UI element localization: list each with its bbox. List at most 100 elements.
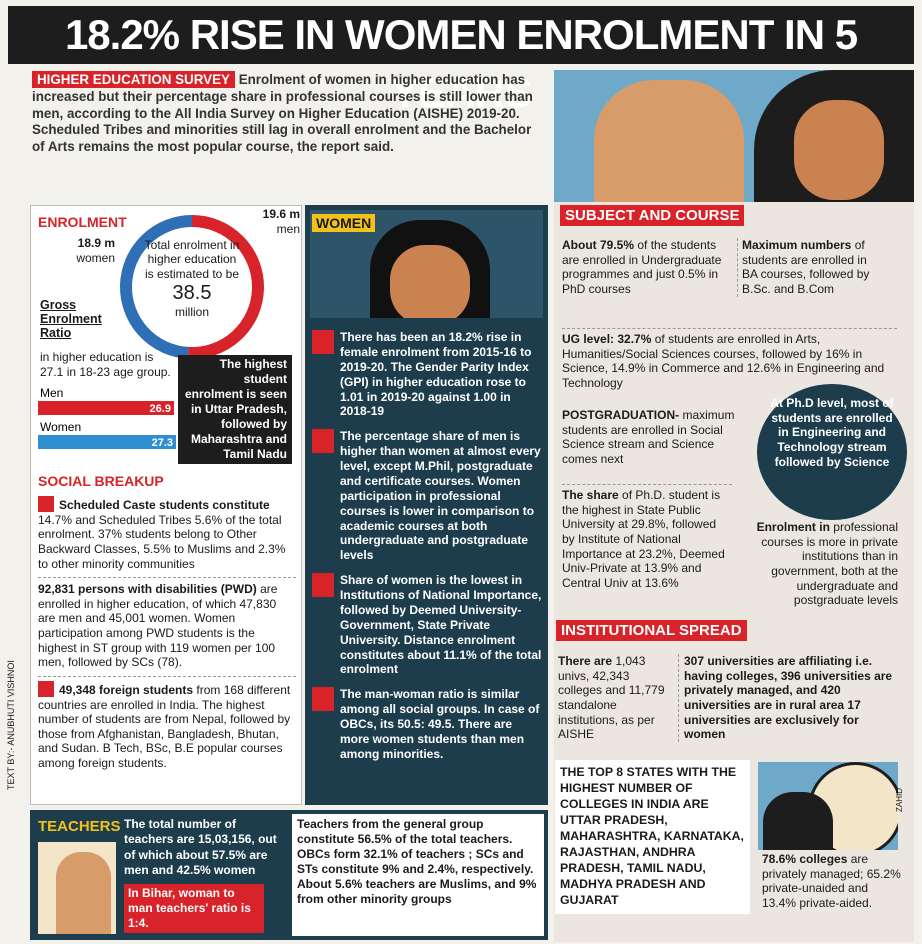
- text: of Ph.D. student is the highest in State…: [562, 488, 725, 590]
- lead: 78.6% colleges: [762, 852, 848, 866]
- illustration: [758, 762, 898, 850]
- credit: TEXT BY:- ANUBHUTI VISHNOI: [6, 660, 16, 790]
- text: The percentage share of men is higher th…: [340, 429, 541, 563]
- institutional-heading: INSTITUTIONAL SPREAD: [556, 620, 747, 641]
- social-item: Scheduled Caste students constitute 14.7…: [38, 492, 296, 579]
- institutional-item: 78.6% colleges are privately managed; 65…: [762, 852, 902, 911]
- text: are affiliating i.e. having colleges, 39…: [684, 654, 893, 742]
- enrolment-heading: ENROLMENT: [38, 214, 127, 230]
- bar-value: 26.9: [150, 403, 171, 415]
- lead: 307 universities: [684, 654, 775, 668]
- text: 14.7% and Scheduled Tribes 5.6% of the t…: [38, 512, 286, 571]
- icon: [312, 330, 334, 354]
- phd-circle: At Ph.D level, most of students are enro…: [757, 384, 907, 520]
- lead: Enrolment in: [756, 520, 830, 534]
- teachers-text: Teachers from the general group constitu…: [292, 814, 544, 936]
- teachers-highlight: In Bihar, woman to man teachers' ratio i…: [124, 884, 264, 933]
- subject-item: The share of Ph.D. student is the highes…: [562, 484, 732, 590]
- figure: [763, 792, 833, 850]
- donut-label: 19.6 m men: [250, 207, 300, 236]
- lead: Scheduled Caste students constitute: [59, 498, 270, 512]
- label: women: [76, 250, 115, 265]
- figure: [594, 80, 744, 202]
- lead: POSTGRADUATION-: [562, 408, 680, 422]
- teachers-text: The total number of teachers are 15,03,1…: [124, 817, 277, 878]
- donut-chart: [120, 215, 264, 359]
- bar-label: Women: [40, 420, 81, 434]
- icon: [38, 496, 54, 512]
- teachers-heading: TEACHERS: [38, 818, 121, 835]
- text: There has been an 18.2% rise in female e…: [340, 330, 532, 419]
- text: professional courses is more in private …: [761, 520, 898, 608]
- text: Share of women is the lowest in Institut…: [340, 573, 542, 677]
- text: of students are enrolled in BA courses, …: [742, 238, 870, 296]
- total-unit: million: [174, 305, 209, 320]
- subject-heading: SUBJECT AND COURSE: [560, 205, 745, 226]
- ger-text: in higher education is 27.1 in 18-23 age…: [40, 350, 171, 379]
- women-items: There has been an 18.2% rise in female e…: [312, 330, 544, 772]
- text: maximum students are enrolled in Social …: [562, 408, 735, 466]
- icon: [312, 429, 334, 454]
- intro: HIGHER EDUCATION SURVEY Enrolment of wom…: [32, 71, 546, 156]
- institutional-item: There are 1,043 univs, 42,343 colleges a…: [558, 654, 673, 742]
- total: 38.5: [172, 282, 212, 305]
- center-text: Total enrolment in higher education is e…: [144, 238, 240, 281]
- donut-label: 18.9 m women: [55, 236, 115, 265]
- text: The man-woman ratio is similar among all…: [340, 687, 540, 761]
- intro-text: Enrolment of women in higher education h…: [32, 72, 533, 154]
- text: are enrolled in higher education, of whi…: [38, 582, 278, 670]
- subject-item: About 79.5% of the students are enrolled…: [562, 238, 722, 297]
- bar-chart: Men 26.9 Women 27.3: [38, 386, 176, 449]
- illustration: [554, 70, 914, 202]
- label: 18.9 m: [77, 236, 115, 250]
- top-states: THE TOP 8 STATES WITH THE HIGHEST NUMBER…: [555, 760, 750, 914]
- illustration: [38, 842, 116, 934]
- figure: [390, 245, 470, 318]
- label: men: [276, 221, 300, 236]
- lead: 92,831 persons with disabilities (PWD): [38, 582, 257, 597]
- text: of the students are enrolled in Undergra…: [562, 238, 722, 296]
- social-item: 49,348 foreign students from 168 differe…: [38, 677, 296, 777]
- text: are privately managed; 65.2% private-una…: [762, 852, 901, 910]
- women-item: Share of women is the lowest in Institut…: [312, 573, 544, 677]
- bar: [38, 435, 176, 449]
- social-heading: SOCIAL BREAKUP: [38, 473, 164, 489]
- lead: UG level: 32.7%: [562, 332, 652, 346]
- lead: Maximum numbers: [742, 238, 852, 252]
- social-items: Scheduled Caste students constitute 14.7…: [38, 492, 296, 777]
- subject-item: UG level: 32.7% of students are enrolled…: [562, 328, 897, 391]
- text: of students are enrolled in Arts, Humani…: [562, 332, 885, 390]
- title: 18.2% RISE IN WOMEN ENROLMENT IN 5 YEARS: [8, 6, 914, 116]
- institutional-item: 307 universities are affiliating i.e. ha…: [678, 654, 903, 742]
- subject-item: POSTGRADUATION- maximum students are enr…: [562, 408, 747, 467]
- subject-item: Maximum numbers of students are enrolled…: [737, 238, 877, 297]
- credit: ZAHID: [895, 788, 904, 812]
- subject-item: Enrolment in professional courses is mor…: [738, 520, 898, 608]
- figure: [794, 100, 884, 200]
- donut-center: Total enrolment in higher education is e…: [142, 238, 242, 320]
- donut-segment: [187, 215, 264, 359]
- label: 19.6 m: [262, 207, 300, 221]
- ger-heading: Gross Enrolment Ratio: [40, 298, 102, 340]
- bar: [38, 401, 174, 415]
- icon: [38, 680, 54, 697]
- intro-label: HIGHER EDUCATION SURVEY: [32, 71, 235, 88]
- icon: [312, 687, 334, 712]
- women-item: The percentage share of men is higher th…: [312, 429, 544, 563]
- women-item: There has been an 18.2% rise in female e…: [312, 330, 544, 419]
- icon: [312, 573, 334, 598]
- lead: 49,348 foreign students: [59, 682, 194, 697]
- lead: There are: [558, 654, 613, 668]
- women-item: The man-woman ratio is similar among all…: [312, 687, 544, 761]
- women-heading: WOMEN: [312, 214, 376, 232]
- social-item: 92,831 persons with disabilities (PWD) a…: [38, 578, 296, 677]
- bar-value: 27.3: [152, 437, 173, 449]
- donut-segment: [120, 215, 193, 359]
- bar-label: Men: [40, 386, 63, 400]
- text: 1,043 univs, 42,343 colleges and 11,779 …: [558, 654, 665, 742]
- lead: The share: [562, 488, 619, 502]
- text: from 168 different countries are enrolle…: [38, 682, 291, 770]
- lead: About 79.5%: [562, 238, 635, 252]
- figure: [56, 852, 111, 934]
